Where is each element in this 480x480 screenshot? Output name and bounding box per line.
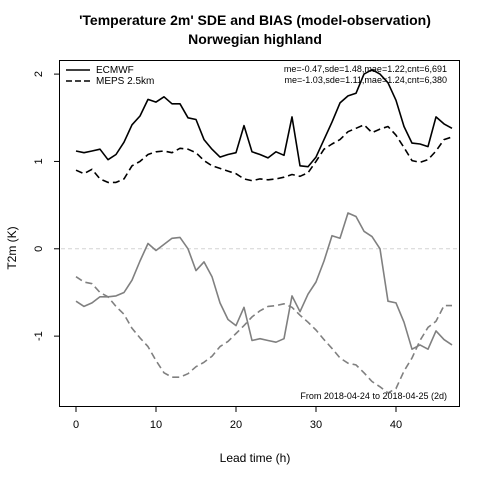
tick-layer: 0 10 20 30 40 -1 0 1 2 [33,71,402,431]
x-axis-label: Lead time (h) [220,451,291,465]
stats-ecmwf: me=-0.47,sde=1.48,mae=1.22,cnt=6,691 [284,64,447,74]
x-tick-label: 30 [310,419,322,431]
series-line-meps-2-5km-sde [75,124,453,184]
x-tick-label: 40 [390,419,402,431]
legend: ECMWF MEPS 2.5km [66,65,154,87]
x-tick-label: 0 [73,419,79,431]
stats-meps: me=-1.03,sde=1.11,mae=1.24,cnt=6,380 [285,75,447,85]
legend-label-ecmwf: ECMWF [96,65,134,76]
y-axis-label: T2m (K) [5,226,19,269]
chart-subtitle: Norwegian highland [188,31,322,47]
series-line-ecmwf-sde [75,68,453,168]
x-tick-label: 10 [150,419,162,431]
series-line-meps-2-5km-bias [75,276,452,394]
date-range-note: From 2018-04-24 to 2018-04-25 (2d) [300,391,447,401]
y-tick-label: -1 [33,331,45,341]
series-line-ecmwf-bias [75,212,453,351]
y-tick-label: 1 [33,158,45,164]
plot-frame [59,60,460,407]
chart-title: 'Temperature 2m' SDE and BIAS (model-obs… [79,12,431,28]
x-tick-label: 20 [230,419,242,431]
y-tick-label: 2 [33,71,45,77]
series-layer [75,68,453,394]
legend-label-meps: MEPS 2.5km [96,76,154,87]
y-tick-label: 0 [33,246,45,252]
